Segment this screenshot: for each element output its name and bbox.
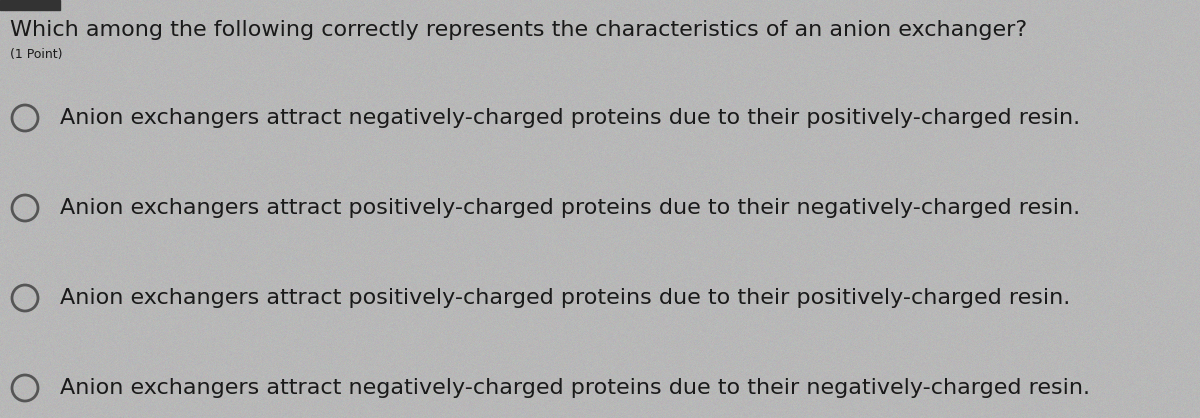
Text: Anion exchangers attract positively-charged proteins due to their positively-cha: Anion exchangers attract positively-char… [60, 288, 1070, 308]
Bar [0, 0, 60, 10]
Text: Anion exchangers attract negatively-charged proteins due to their negatively-cha: Anion exchangers attract negatively-char… [60, 378, 1090, 398]
Text: Which among the following correctly represents the characteristics of an anion e: Which among the following correctly repr… [10, 20, 1027, 40]
Text: (1 Point): (1 Point) [10, 48, 62, 61]
Text: Anion exchangers attract positively-charged proteins due to their negatively-cha: Anion exchangers attract positively-char… [60, 198, 1080, 218]
Text: Anion exchangers attract negatively-charged proteins due to their positively-cha: Anion exchangers attract negatively-char… [60, 108, 1080, 128]
